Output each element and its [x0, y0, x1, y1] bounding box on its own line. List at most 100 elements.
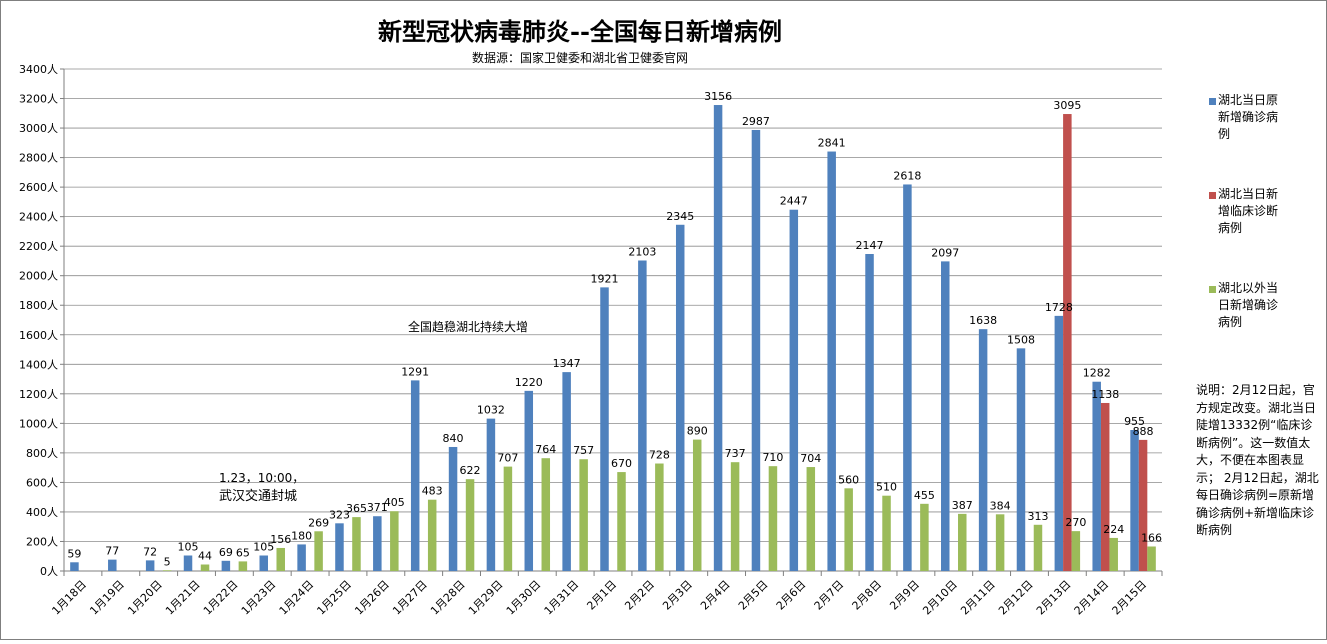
- data-label: 44: [198, 550, 212, 563]
- legend-swatch: [1209, 98, 1216, 105]
- data-label: 72: [143, 545, 157, 558]
- bar: [276, 547, 285, 571]
- y-tick-label: 3000人: [19, 122, 58, 135]
- data-label: 1347: [553, 357, 581, 370]
- data-label: 707: [497, 452, 518, 465]
- y-tick-label: 0人: [40, 565, 58, 578]
- data-label: 670: [611, 457, 632, 470]
- y-tick-label: 400人: [26, 506, 58, 519]
- data-label: 2097: [931, 246, 959, 259]
- data-label: 840: [443, 432, 464, 445]
- bar: [882, 495, 891, 571]
- legend-swatch: [1209, 192, 1216, 199]
- data-label: 483: [422, 485, 443, 498]
- data-label: 371: [367, 501, 388, 514]
- data-label: 1728: [1045, 301, 1073, 314]
- data-label: 704: [800, 452, 821, 465]
- bar: [410, 380, 420, 571]
- y-tick-label: 2800人: [19, 152, 58, 165]
- bar: [844, 488, 853, 571]
- bar: [958, 513, 967, 571]
- data-label: 1638: [969, 314, 997, 327]
- bar: [200, 564, 210, 571]
- data-label: 710: [762, 451, 783, 464]
- data-label: 2447: [780, 195, 808, 208]
- bar: [806, 467, 816, 571]
- bar: [978, 329, 988, 571]
- bar: [789, 209, 799, 571]
- y-tick-label: 1200人: [19, 388, 58, 401]
- bar: [145, 560, 155, 571]
- bar: [108, 559, 117, 571]
- bar: [600, 287, 609, 571]
- legend-entry-hubei-clinical: 湖北当日新增临床诊断病例: [1209, 186, 1326, 237]
- data-label: 728: [649, 449, 670, 462]
- data-label: 1220: [515, 376, 543, 389]
- bar: [1100, 402, 1110, 571]
- bar: [903, 184, 912, 571]
- data-label: 5: [164, 555, 171, 568]
- data-label: 2841: [818, 137, 846, 150]
- annotation-lockdown: 武汉交通封城: [219, 488, 297, 504]
- data-label: 365: [346, 502, 367, 515]
- bar: [297, 544, 306, 571]
- data-label: 387: [952, 499, 973, 512]
- bars: [70, 105, 1156, 572]
- bar: [486, 418, 496, 571]
- legend-entry-hubei-confirmed: 湖北当日原新增确诊病例: [1209, 92, 1326, 143]
- data-label: 269: [308, 516, 329, 529]
- bar: [238, 561, 248, 571]
- y-tick-label: 2000人: [19, 270, 58, 283]
- y-tick-label: 1000人: [19, 417, 58, 430]
- bar: [995, 514, 1005, 571]
- bar: [730, 462, 740, 571]
- data-label: 323: [329, 508, 350, 521]
- legend-swatch: [1209, 286, 1216, 293]
- data-label: 455: [914, 489, 935, 502]
- chart-subtitle: 数据源：国家卫健委和湖北省卫健委官网: [472, 50, 688, 65]
- data-label: 2987: [742, 115, 770, 128]
- data-label: 270: [1065, 516, 1086, 529]
- bar: [183, 555, 193, 571]
- bar: [920, 503, 929, 571]
- bar: [1033, 524, 1043, 571]
- y-tick-label: 3400人: [19, 63, 58, 76]
- y-tick-label: 2200人: [19, 240, 58, 253]
- bar: [562, 372, 571, 571]
- bar: [1147, 546, 1156, 571]
- bar: [541, 458, 551, 571]
- bar: [162, 570, 172, 571]
- bar: [1130, 429, 1139, 571]
- y-tick-label: 1600人: [19, 329, 58, 342]
- legend-label: 湖北以外当日新增确诊病例: [1218, 281, 1279, 329]
- data-label: 1282: [1083, 367, 1111, 380]
- y-tick-label: 200人: [26, 535, 58, 548]
- annotation-trend: 全国趋稳湖北持续大增: [408, 319, 528, 334]
- legend-label: 湖北当日新增临床诊断病例: [1218, 187, 1279, 235]
- bar: [221, 560, 231, 571]
- data-label: 1291: [401, 365, 429, 378]
- data-label: 313: [1027, 510, 1048, 523]
- bar: [259, 555, 268, 571]
- data-label: 2618: [893, 169, 921, 182]
- bar: [503, 466, 513, 571]
- bar: [827, 151, 836, 571]
- data-label: 757: [573, 444, 594, 457]
- bar: [448, 446, 458, 571]
- data-label: 180: [291, 529, 312, 542]
- bar: [865, 254, 874, 571]
- data-label: 224: [1103, 523, 1124, 536]
- data-label: 77: [105, 545, 119, 558]
- data-label: 888: [1133, 425, 1154, 438]
- annotation-lockdown-time: 1.23，10:00，: [219, 471, 304, 485]
- data-label: 105: [178, 540, 199, 553]
- bar: [768, 466, 778, 571]
- y-tick-label: 600人: [26, 476, 58, 489]
- bar: [1138, 439, 1148, 571]
- explanation-note: 说明：2月12日起，官方规定改变。湖北当日陡增13332例“临床诊断病例”。这一…: [1196, 383, 1319, 537]
- bar: [1071, 531, 1081, 571]
- y-tick-label: 1800人: [19, 299, 58, 312]
- y-tick-label: 1400人: [19, 358, 58, 371]
